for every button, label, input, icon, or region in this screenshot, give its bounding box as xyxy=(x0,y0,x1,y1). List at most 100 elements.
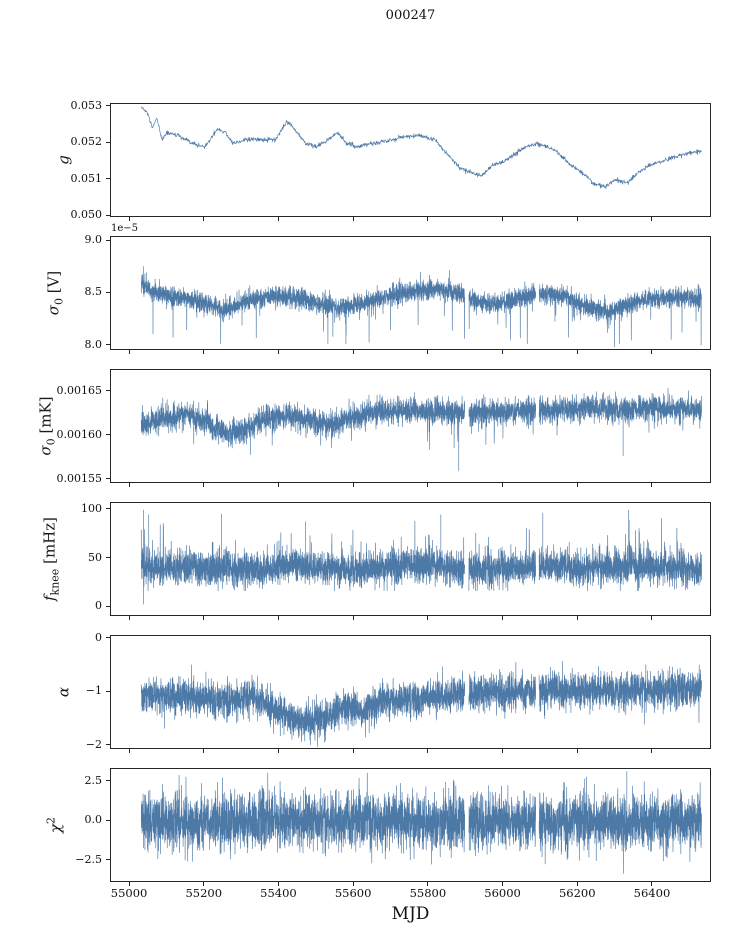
x-tick-label: 55400 xyxy=(260,886,297,900)
y-tick-mark xyxy=(106,819,110,821)
y-tick-label: 8.0 xyxy=(84,337,103,351)
axes-box-alpha xyxy=(110,635,711,749)
y-tick-mark xyxy=(106,637,110,639)
axes-box-fknee xyxy=(110,502,711,616)
x-tick-mark xyxy=(203,882,205,886)
y-tick-label: 0.00155 xyxy=(56,471,103,485)
y-tick-label: −2.5 xyxy=(75,852,102,866)
y-tick-label: −1 xyxy=(85,684,102,698)
x-tick-label: 56400 xyxy=(633,886,671,900)
y-tick-mark xyxy=(106,780,110,782)
x-tick-mark xyxy=(352,616,354,620)
x-tick-mark xyxy=(576,882,578,886)
y-tick-label: 0.051 xyxy=(70,171,103,185)
y-tick-label: 9.0 xyxy=(84,233,103,247)
axes-box-sigma0-mk xyxy=(110,369,711,483)
x-tick-label: 55800 xyxy=(409,886,447,900)
y-tick-mark xyxy=(106,859,110,861)
x-tick-mark xyxy=(203,483,205,487)
y-tick-label: 0 xyxy=(95,630,102,644)
panel-g: g 0.050 0.051 0.052 0.053 xyxy=(0,99,741,221)
y-tick-mark xyxy=(106,690,110,692)
x-tick-mark xyxy=(651,350,653,354)
x-tick-mark xyxy=(427,616,429,620)
x-tick-mark xyxy=(128,483,130,487)
x-tick-mark xyxy=(427,350,429,354)
x-tick-mark xyxy=(277,217,279,221)
x-tick-mark xyxy=(576,217,578,221)
x-tick-label: 56200 xyxy=(558,886,596,900)
x-tick-mark xyxy=(203,749,205,753)
x-tick-mark xyxy=(203,217,205,221)
ylabel-symbol: g xyxy=(54,155,73,165)
y-tick-mark xyxy=(106,178,110,180)
panel-chi2: χ2 2.5 0.0 −2.5 xyxy=(0,768,741,886)
x-tick-label: 55200 xyxy=(185,886,223,900)
panel-sigma0-mk: σ0 [mK] 0.00155 0.00160 0.00165 xyxy=(0,369,741,487)
panel-alpha: α 0 −1 −2 xyxy=(0,631,741,753)
x-tick-mark xyxy=(128,616,130,620)
x-tick-mark xyxy=(651,882,653,886)
y-tick-mark xyxy=(106,434,110,436)
x-tick-mark xyxy=(502,616,504,620)
y-tick-mark xyxy=(106,557,110,559)
x-axis-label: MJD xyxy=(391,904,430,924)
ylabel-symbol: σ xyxy=(36,445,55,456)
y-tick-label: 2.5 xyxy=(84,773,103,787)
x-tick-mark xyxy=(352,217,354,221)
plot-canvas-g xyxy=(111,104,710,216)
x-tick-mark xyxy=(352,350,354,354)
y-tick-label: 0.00160 xyxy=(56,427,103,441)
figure-title: 000247 xyxy=(385,8,436,23)
y-tick-mark xyxy=(106,744,110,746)
y-tick-mark xyxy=(106,105,110,107)
y-tick-mark xyxy=(106,605,110,607)
plot-canvas-fknee xyxy=(111,503,710,615)
plot-canvas-sigma0-mk xyxy=(111,370,710,482)
axes-box-chi2 xyxy=(110,768,711,882)
y-tick-mark xyxy=(106,478,110,480)
x-tick-mark xyxy=(277,350,279,354)
x-tick-mark xyxy=(502,749,504,753)
axis-offset-text: 1e−5 xyxy=(111,223,139,234)
x-tick-mark xyxy=(651,616,653,620)
y-tick-mark xyxy=(106,508,110,510)
plot-canvas-chi2 xyxy=(111,769,710,881)
axes-box-g xyxy=(110,103,711,217)
x-tick-mark xyxy=(352,882,354,886)
x-tick-mark xyxy=(502,483,504,487)
panel-fknee: fknee [mHz] 0 50 100 xyxy=(0,501,741,620)
axes-box-sigma0-v xyxy=(110,236,711,350)
x-tick-mark xyxy=(352,749,354,753)
x-tick-mark xyxy=(277,882,279,886)
x-tick-label: 55600 xyxy=(334,886,372,900)
y-tick-mark xyxy=(106,344,110,346)
x-tick-mark xyxy=(651,749,653,753)
x-tick-mark xyxy=(128,749,130,753)
x-tick-mark xyxy=(203,350,205,354)
x-tick-mark xyxy=(128,350,130,354)
y-tick-label: 50 xyxy=(88,550,102,564)
y-tick-label: 100 xyxy=(81,501,102,515)
y-tick-label: 0.050 xyxy=(70,208,103,222)
x-tick-mark xyxy=(502,882,504,886)
y-tick-label: 0.052 xyxy=(70,135,103,149)
plot-canvas-sigma0-v xyxy=(111,237,710,349)
y-tick-label: 0.0 xyxy=(84,813,103,827)
ylabel-symbol: σ xyxy=(44,305,63,316)
x-tick-mark xyxy=(277,483,279,487)
y-tick-mark xyxy=(106,291,110,293)
x-tick-mark xyxy=(427,217,429,221)
x-tick-mark xyxy=(277,616,279,620)
x-tick-mark xyxy=(352,483,354,487)
plot-canvas-alpha xyxy=(111,636,710,748)
x-tick-mark xyxy=(427,483,429,487)
x-tick-mark xyxy=(651,483,653,487)
y-tick-label: 0.053 xyxy=(70,98,103,112)
y-tick-label: 0 xyxy=(95,599,102,613)
x-tick-mark xyxy=(651,217,653,221)
panel-sigma0-v: σ0 [V] 1e−5 8.0 8.5 9.0 xyxy=(0,223,741,354)
x-tick-mark xyxy=(128,882,130,886)
x-tick-mark xyxy=(277,749,279,753)
